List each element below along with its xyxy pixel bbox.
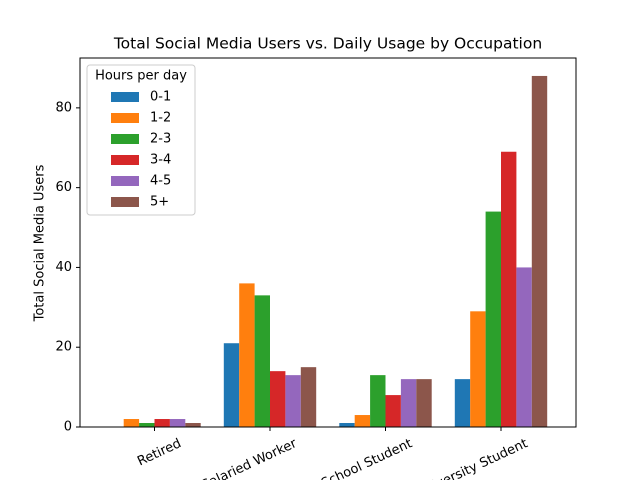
y-tick-label: 0 [64, 420, 72, 435]
y-tick-label: 20 [55, 340, 72, 355]
x-tick-label: School Student [319, 436, 415, 480]
legend-swatch [111, 92, 139, 102]
bar [300, 367, 317, 427]
bar [416, 379, 432, 427]
bar [385, 395, 401, 427]
legend-label: 2-3 [150, 132, 171, 147]
bar [454, 379, 471, 427]
bar [400, 379, 417, 427]
bar [339, 423, 355, 427]
bar [531, 75, 548, 427]
bar [354, 415, 371, 427]
legend-label: 4-5 [150, 174, 171, 189]
legend-swatch [111, 176, 139, 186]
legend-swatch [111, 197, 139, 207]
bar [169, 419, 186, 427]
y-tick-label: 60 [55, 180, 72, 195]
bar [485, 211, 501, 427]
legend-title: Hours per day [95, 69, 187, 84]
y-tick-label: 40 [55, 260, 72, 275]
bar [501, 151, 517, 427]
legend-label: 1-2 [150, 111, 171, 126]
legend-swatch [111, 113, 139, 123]
bar [254, 295, 270, 427]
legend-label: 5+ [150, 195, 169, 210]
chart-title: Total Social Media Users vs. Daily Usage… [113, 35, 542, 53]
bar [285, 375, 301, 427]
legend-label: 0-1 [150, 90, 171, 105]
plot-frame [79, 57, 577, 428]
bar [270, 371, 286, 427]
bar [370, 375, 386, 427]
bar [516, 267, 532, 427]
bar [154, 419, 170, 427]
bar [139, 423, 155, 427]
legend-swatch [111, 155, 139, 165]
bar [239, 283, 255, 427]
x-tick-label: University Student [414, 436, 530, 480]
y-tick-label: 80 [55, 100, 72, 115]
legend-swatch [111, 134, 139, 144]
x-tick-label: Retired [135, 436, 183, 469]
legend-frame [86, 64, 196, 216]
legend: Hours per day 0-1 1-2 2-3 3-4 4-5 5+ [86, 64, 196, 216]
legend-label: 3-4 [150, 153, 171, 168]
bar [123, 419, 140, 427]
bar [223, 343, 240, 427]
y-axis-label: Total Social Media Users [33, 164, 48, 322]
bar [470, 311, 486, 427]
bar [185, 423, 201, 427]
x-tick-label: Salaried Worker [200, 436, 300, 480]
